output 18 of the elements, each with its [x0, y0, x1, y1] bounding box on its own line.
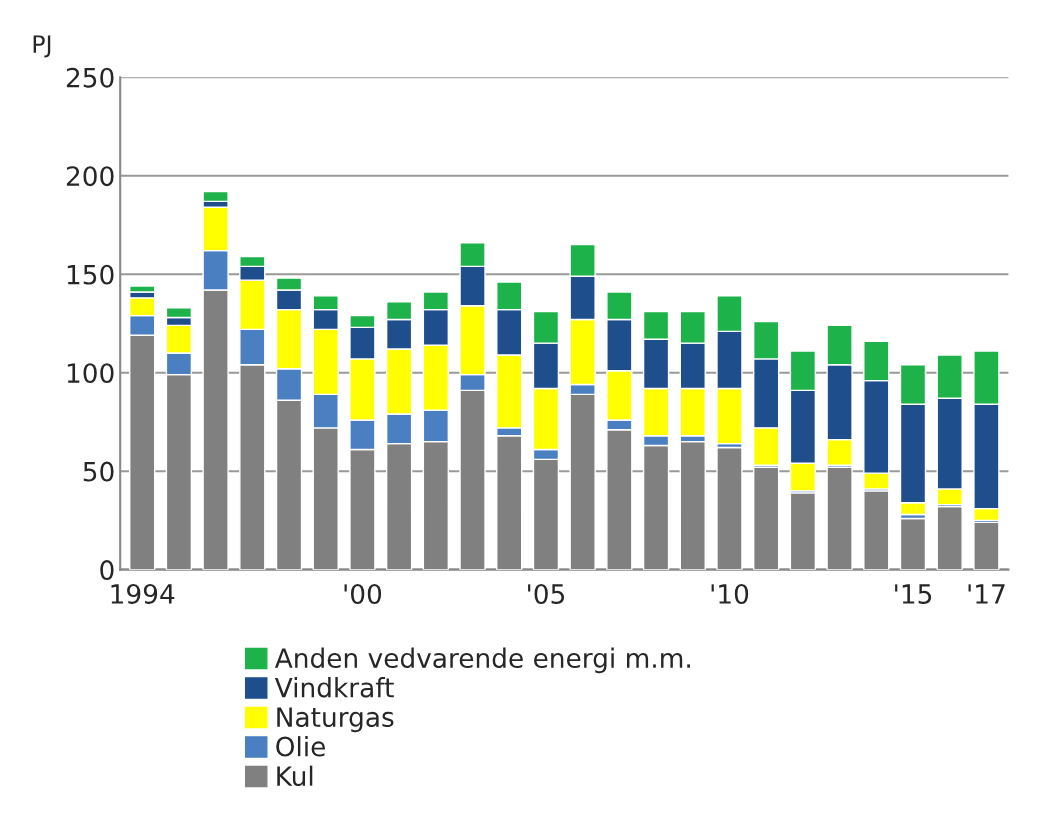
y-tick-label: 100: [67, 363, 114, 384]
x-tick-label: '10: [711, 584, 749, 604]
y-tick-label: 0: [100, 560, 114, 581]
x-tick-label: '00: [344, 584, 382, 604]
y-axis-title: PJ: [33, 35, 51, 58]
y-tick-label: 250: [66, 67, 114, 88]
legend-label: Anden vedvarende energi m.m.: [274, 647, 690, 674]
legend-label: Naturgas: [277, 707, 394, 733]
x-tick-label: 1994: [111, 584, 175, 604]
x-tick-label: '15: [895, 584, 932, 604]
y-tick-label: 200: [66, 166, 114, 187]
x-tick-label: '05: [528, 584, 565, 604]
y-tick-label: 150: [67, 264, 114, 285]
legend-label: Vindkraft: [274, 677, 394, 698]
legend-label: Olie: [276, 736, 325, 757]
legend-label: Kul: [277, 765, 313, 787]
x-tick-label: '17: [968, 584, 1005, 604]
y-tick-label: 50: [83, 461, 114, 482]
